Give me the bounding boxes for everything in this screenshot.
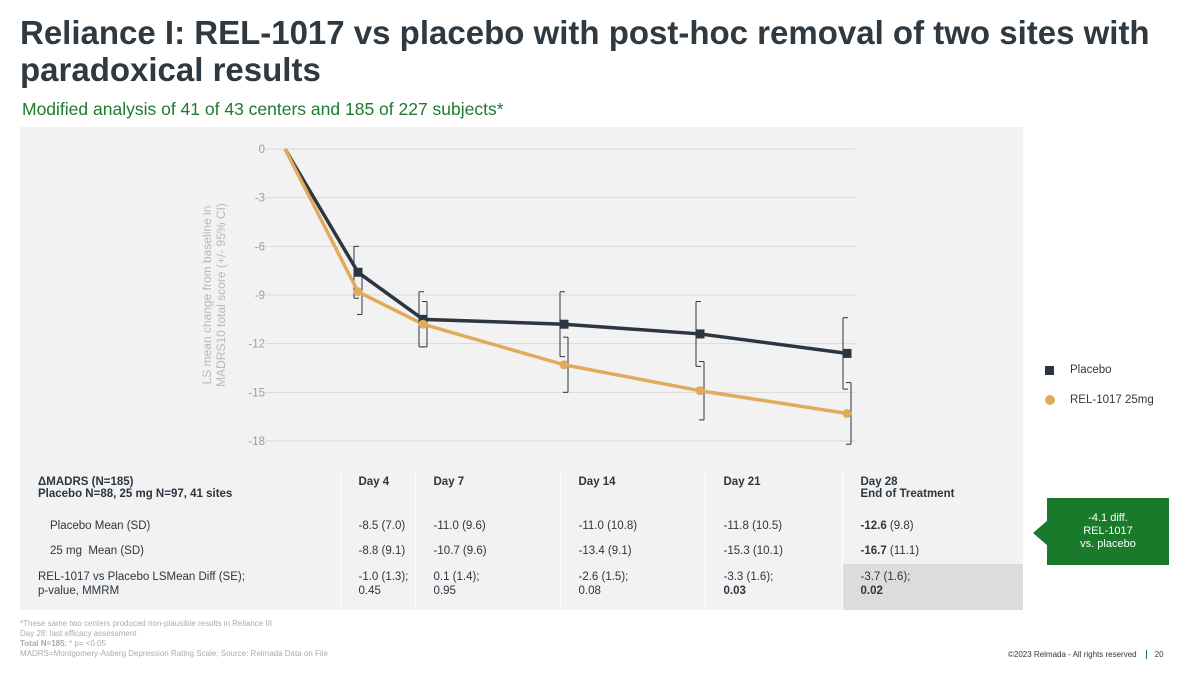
y-tick-label: -3	[255, 193, 265, 205]
table-cell: -8.5 (7.0)	[339, 514, 415, 539]
row-label: 25 mg Mean (SD)	[50, 545, 144, 557]
table-cell: -11.0 (9.6)	[414, 514, 560, 539]
table-cell: -11.8 (10.5)	[704, 514, 842, 539]
data-point-placebo	[842, 348, 852, 358]
y-axis-label-line1: LS mean change from baseline in	[200, 206, 214, 385]
series-line-rel	[283, 148, 848, 416]
table-header-row: ΔMADRS (N=185) Placebo N=88, 25 mg N=97,…	[20, 472, 1023, 514]
table-cell-highlighted: -3.7 (1.6); 0.02	[841, 564, 1023, 610]
legend-circle-icon	[1045, 395, 1055, 405]
y-tick-label: -15	[248, 387, 265, 399]
footnotes: *These same two centers produced non-pla…	[20, 619, 328, 658]
table-cell: -16.7 (11.1)	[841, 539, 1023, 564]
table-header-label: ΔMADRS (N=185) Placebo N=88, 25 mg N=97,…	[38, 476, 233, 500]
data-point-rel	[695, 386, 705, 396]
results-table: ΔMADRS (N=185) Placebo N=88, 25 mg N=97,…	[20, 472, 1023, 610]
data-point-placebo	[695, 329, 705, 339]
series-line-placebo	[283, 148, 848, 356]
legend-label-rel: REL-1017 25mg	[1070, 394, 1154, 406]
slide-footer: ©2023 Relmada - All rights reserved 20	[1008, 650, 1164, 660]
y-tick-label: -9	[255, 290, 265, 302]
slide-title: Reliance I: REL-1017 vs placebo with pos…	[20, 14, 1150, 88]
series-lines	[283, 148, 848, 416]
line-chart: 0 -3 -6 -9 -12 -15 -18 LS mean change from bas…	[200, 144, 855, 448]
y-tick-labels: 0 -3 -6 -9 -12 -15 -18	[248, 144, 265, 448]
page-number: 20	[1154, 650, 1164, 659]
header-day28: Day 28 End of Treatment	[841, 472, 1023, 514]
table-cell: -11.0 (10.8)	[559, 514, 705, 539]
header-day14: Day 14	[559, 472, 705, 514]
slide-subtitle: Modified analysis of 41 of 43 centers an…	[22, 99, 504, 119]
table-cell: -8.8 (9.1)	[339, 539, 415, 564]
copyright-text: ©2023 Relmada - All rights reserved	[1008, 650, 1137, 659]
row-label: Placebo Mean (SD)	[50, 520, 151, 532]
table-cell: -13.4 (9.1)	[559, 539, 705, 564]
table-row-25mg: 25 mg Mean (SD) -8.8 (9.1) -10.7 (9.6) -…	[20, 539, 1023, 564]
data-point-placebo	[559, 319, 569, 329]
table-row-placebo: Placebo Mean (SD) -8.5 (7.0) -11.0 (9.6)…	[20, 514, 1023, 539]
callout-arrow	[1033, 520, 1048, 546]
legend-square-icon	[1045, 365, 1054, 375]
table-row-diff: REL-1017 vs Placebo LSMean Diff (SE); p-…	[20, 564, 1023, 610]
header-day21: Day 21	[704, 472, 842, 514]
legend-item-rel: REL-1017 25mg	[1045, 392, 1154, 408]
data-point-rel	[418, 319, 428, 329]
table-cell: -1.0 (1.3); 0.45	[339, 564, 415, 610]
y-tick-label: -6	[255, 241, 265, 253]
callout-box: -4.1 diff. REL-1017 vs. placebo	[1047, 498, 1169, 565]
y-tick-label: -18	[248, 436, 265, 448]
data-point-rel	[353, 287, 363, 297]
table-cell: -10.7 (9.6)	[414, 539, 560, 564]
y-tick-label: -12	[248, 339, 265, 351]
data-point-placebo	[353, 267, 363, 277]
row-label: REL-1017 vs Placebo LSMean Diff (SE); p-…	[38, 571, 245, 597]
table-cell: -12.6 (9.8)	[841, 514, 1023, 539]
footer-divider	[1145, 650, 1147, 660]
series-markers	[353, 267, 852, 418]
table-cell: -3.3 (1.6); 0.03	[704, 564, 842, 610]
table-cell: -2.6 (1.5); 0.08	[559, 564, 705, 610]
table-cell: -15.3 (10.1)	[704, 539, 842, 564]
legend-label-placebo: Placebo	[1070, 364, 1112, 376]
header-day4: Day 4	[339, 472, 415, 514]
data-point-rel	[842, 408, 852, 418]
table-cell: 0.1 (1.4); 0.95	[414, 564, 560, 610]
data-point-placebo	[418, 314, 428, 324]
y-tick-label: 0	[259, 144, 265, 156]
legend-item-placebo: Placebo	[1045, 362, 1154, 378]
header-day7: Day 7	[414, 472, 560, 514]
data-point-rel	[559, 360, 569, 370]
chart-legend: Placebo REL-1017 25mg	[1045, 362, 1154, 422]
y-axis-label-line2: MADRS10 total score (+/- 95% CI)	[214, 203, 228, 387]
